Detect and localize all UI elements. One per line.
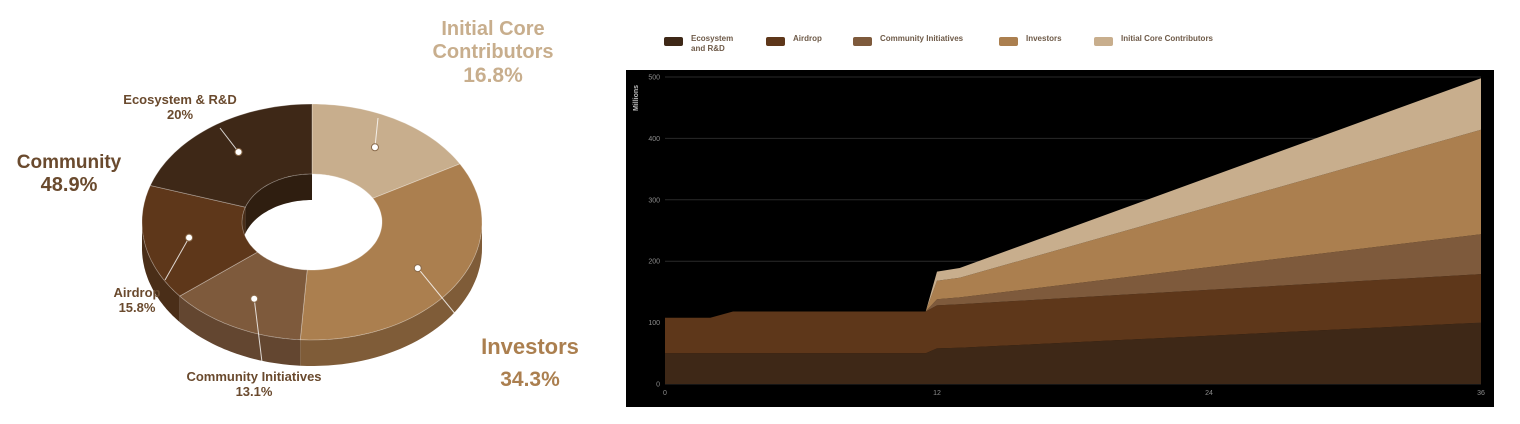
- label-ecosystem-rd-name: Ecosystem & R&D: [123, 92, 237, 107]
- leader-dot-ecosystem-rd: [234, 148, 243, 157]
- donut-side-airdrop: [142, 222, 180, 323]
- leader-dot-airdrop: [185, 233, 194, 242]
- leader-dot-initial-core-contributors: [370, 143, 379, 152]
- leader-line-community-initiatives: [253, 298, 263, 363]
- donut-chart-panel: Ecosystem & R&D 20% Community 48.9% Aird…: [0, 0, 610, 424]
- x-tick-0: 0: [663, 390, 667, 397]
- donut-side-investors: [300, 222, 482, 366]
- leader-dot-community-initiatives: [250, 294, 259, 303]
- donut-slice-ecosystem-rd: [149, 103, 313, 208]
- leader-line-airdrop: [164, 237, 190, 281]
- label-initial-core-contributors-pct: 16.8%: [463, 64, 523, 87]
- x-tick-12: 12: [933, 390, 941, 397]
- area-chart-box: 0 100 200 300 400 500 0 12 24 36 Millions: [626, 70, 1494, 407]
- legend-swatch-airdrop: [766, 37, 785, 46]
- legend-swatch-investors: [999, 37, 1018, 46]
- label-initial-core-contributors: Initial Core Contributors 16.8%: [420, 18, 566, 88]
- leader-line-ecosystem-rd: [219, 127, 239, 153]
- label-airdrop: Airdrop 15.8%: [100, 285, 174, 316]
- y-axis-label: Millions: [633, 85, 640, 111]
- legend-label-community-initiatives: Community Initiatives: [880, 34, 964, 43]
- label-airdrop-name: Airdrop: [113, 285, 161, 300]
- legend-swatch-community-initiatives: [853, 37, 872, 46]
- area-chart: 0 100 200 300 400 500 0 12 24 36 Millions: [633, 75, 1485, 398]
- label-community-initiatives: Community Initiatives 13.1%: [176, 369, 332, 400]
- area-series-community-initiatives: [665, 234, 1481, 318]
- donut-chart: [141, 103, 483, 366]
- label-ecosystem-rd-pct: 20%: [166, 106, 194, 122]
- x-tick-36: 36: [1477, 390, 1485, 397]
- legend-label-initial-core: Initial Core Contributors: [1121, 34, 1213, 43]
- leader-line-investors: [417, 267, 471, 333]
- donut-inner-wall-ecosystem-rd: [245, 174, 312, 234]
- donut-side-community-initiatives: [179, 296, 301, 366]
- y-tick-400: 400: [648, 136, 660, 143]
- label-community-name: Community: [16, 152, 122, 173]
- area-chart-panel: Ecosystem and R&D Airdrop Community Init…: [626, 0, 1496, 424]
- legend-label-investors: Investors: [1026, 34, 1062, 43]
- area-series-ecosystem: [665, 322, 1481, 384]
- y-tick-500: 500: [648, 75, 660, 82]
- x-tick-24: 24: [1205, 390, 1213, 397]
- legend-label-ecosystem: Ecosystem and R&D: [691, 34, 734, 53]
- leader-line-initial-core-contributors: [374, 117, 379, 148]
- y-tick-300: 300: [648, 197, 660, 204]
- label-investors-pct: 34.3%: [500, 368, 560, 392]
- leader-dot-investors: [413, 264, 422, 273]
- y-tick-200: 200: [648, 259, 660, 266]
- area-series-airdrop: [665, 274, 1481, 354]
- label-initial-core-contributors-name: Initial Core Contributors: [432, 18, 554, 63]
- legend-swatch-ecosystem: [664, 37, 683, 46]
- area-series-investors: [665, 129, 1481, 318]
- label-investors-name: Investors: [481, 334, 579, 359]
- label-community-pct: 48.9%: [40, 173, 98, 196]
- y-tick-0: 0: [656, 382, 660, 389]
- legend-label-airdrop: Airdrop: [793, 34, 822, 43]
- label-community-initiatives-pct: 13.1%: [235, 383, 273, 399]
- label-airdrop-pct: 15.8%: [118, 299, 156, 315]
- label-community-initiatives-name: Community Initiatives: [186, 369, 322, 384]
- label-investors: Investors 34.3%: [478, 330, 582, 397]
- label-ecosystem-rd: Ecosystem & R&D 20%: [120, 92, 240, 123]
- y-tick-100: 100: [648, 320, 660, 327]
- label-community: Community 48.9%: [10, 152, 128, 197]
- legend-swatch-initial-core: [1094, 37, 1113, 46]
